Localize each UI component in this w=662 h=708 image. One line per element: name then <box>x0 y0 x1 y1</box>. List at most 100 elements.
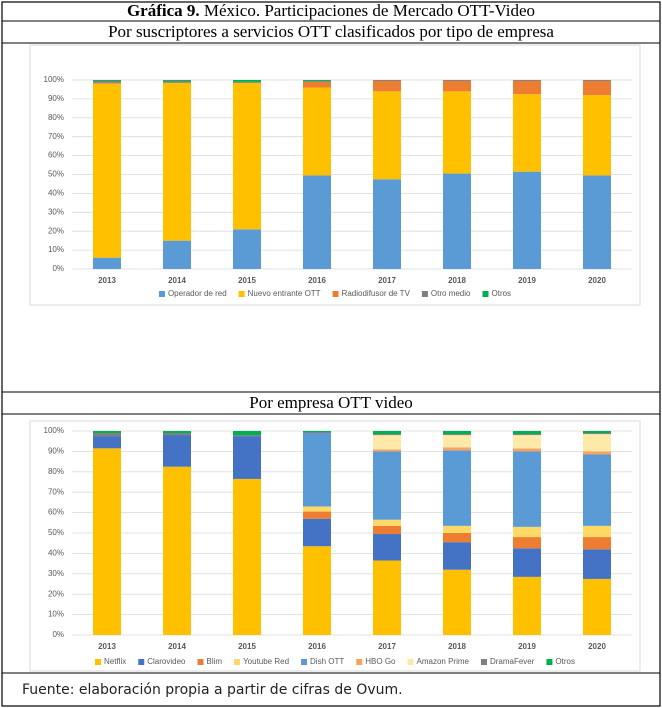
x-tick-label: 2020 <box>588 276 606 285</box>
bar-segment <box>583 451 611 455</box>
bar-segment <box>443 434 471 436</box>
bar-segment <box>513 537 541 549</box>
legend-label: HBO Go <box>365 657 396 666</box>
bar-segment <box>583 537 611 550</box>
bar-segment <box>443 435 471 448</box>
bar-segment <box>163 466 191 635</box>
y-tick-label: 30% <box>48 207 64 216</box>
bar-segment <box>303 80 331 82</box>
bar-segment <box>373 560 401 635</box>
x-tick-label: 2016 <box>308 642 326 651</box>
bar-segment <box>513 434 541 436</box>
bar-segment <box>303 518 331 547</box>
legend-swatch <box>138 659 145 665</box>
legend-swatch <box>546 659 553 665</box>
x-tick-label: 2013 <box>98 276 116 285</box>
y-tick-label: 60% <box>48 508 64 517</box>
bar-segment <box>373 435 401 450</box>
x-tick-label: 2017 <box>378 642 396 651</box>
legend-swatch <box>356 659 363 665</box>
bar-segment <box>233 478 261 635</box>
legend-swatch <box>238 291 245 297</box>
legend-swatch <box>301 659 308 665</box>
legend-swatch <box>480 659 487 665</box>
bar-segment <box>163 240 191 269</box>
bar-segment <box>583 525 611 538</box>
bar-segment <box>163 431 191 434</box>
bar-segment <box>163 80 191 81</box>
bar-segment <box>373 434 401 436</box>
bar-segment <box>513 435 541 449</box>
bar-segment <box>233 436 261 479</box>
bar-segment <box>303 511 331 519</box>
bar-segment <box>583 578 611 635</box>
bar-segment <box>513 80 541 81</box>
bar-segment <box>583 80 611 81</box>
legend-label: Operador de red <box>168 289 227 298</box>
bar-segment <box>513 80 541 95</box>
y-tick-label: 20% <box>48 589 64 598</box>
bar-segment <box>93 257 121 269</box>
legend-swatch <box>421 291 428 297</box>
legend-swatch <box>332 291 339 297</box>
bar-segment <box>303 175 331 269</box>
bar-segment <box>583 434 611 452</box>
legend-label: Otros <box>555 657 575 666</box>
y-tick-label: 80% <box>48 467 64 476</box>
bar-segment <box>513 448 541 452</box>
bar-segment <box>93 80 121 81</box>
legend-label: Blim <box>207 657 223 666</box>
x-tick-label: 2018 <box>448 276 466 285</box>
bar-segment <box>303 432 331 434</box>
bar-segment <box>443 525 471 533</box>
bar-segment <box>373 534 401 561</box>
bar-segment <box>443 80 471 92</box>
bar-segment <box>303 87 331 176</box>
bar-segment <box>373 519 401 526</box>
y-tick-label: 90% <box>48 94 64 103</box>
bar-segment <box>233 229 261 269</box>
legend: Operador de red Nuevo entrante OTT Radiodi… <box>158 289 511 298</box>
y-tick-label: 0% <box>52 630 64 639</box>
y-tick-label: 70% <box>48 132 64 141</box>
y-tick-label: 10% <box>48 245 64 254</box>
bar-segment <box>303 506 331 512</box>
bar-segment <box>513 451 541 527</box>
legend-label: Clarovideo <box>147 657 186 666</box>
y-tick-label: 90% <box>48 447 64 456</box>
bar-segment <box>513 94 541 172</box>
x-tick-label: 2014 <box>168 276 186 285</box>
legend-label: Otro medio <box>431 289 471 298</box>
chart-title: Por suscriptores a servicios OTT clasifi… <box>108 22 554 41</box>
bar-segment <box>583 549 611 579</box>
chart-title: Por empresa OTT video <box>249 393 413 412</box>
bar-segment <box>303 81 331 88</box>
page-title: Gráfica 9. México. Participaciones de Me… <box>127 1 535 20</box>
x-tick-label: 2019 <box>518 642 536 651</box>
y-tick-label: 20% <box>48 226 64 235</box>
bar-segment <box>233 82 261 230</box>
bar-segment <box>233 435 261 437</box>
legend-swatch <box>407 659 414 665</box>
legend-label: Dish OTT <box>310 657 344 666</box>
legend-label: Netflix <box>104 657 126 666</box>
legend-label: Radiodifusor de TV <box>342 289 411 298</box>
bar-segment <box>443 569 471 635</box>
y-tick-label: 100% <box>44 75 64 84</box>
y-tick-label: 50% <box>48 170 64 179</box>
bar-segment <box>443 447 471 451</box>
bar-segment <box>163 433 191 436</box>
y-tick-label: 40% <box>48 549 64 558</box>
title: México. Participaciones de Mercado OTT-V… <box>204 1 535 20</box>
bar-segment <box>583 433 611 435</box>
bar-segment <box>93 82 121 84</box>
x-tick-label: 2018 <box>448 642 466 651</box>
legend: Netflix Clarovideo Blim Youtube Red Dish OTT… <box>95 657 575 666</box>
bar-segment <box>513 548 541 577</box>
bar-segment <box>233 431 261 436</box>
bar-segment <box>443 173 471 269</box>
bar-segment <box>443 450 471 526</box>
chart-frame <box>29 44 641 306</box>
